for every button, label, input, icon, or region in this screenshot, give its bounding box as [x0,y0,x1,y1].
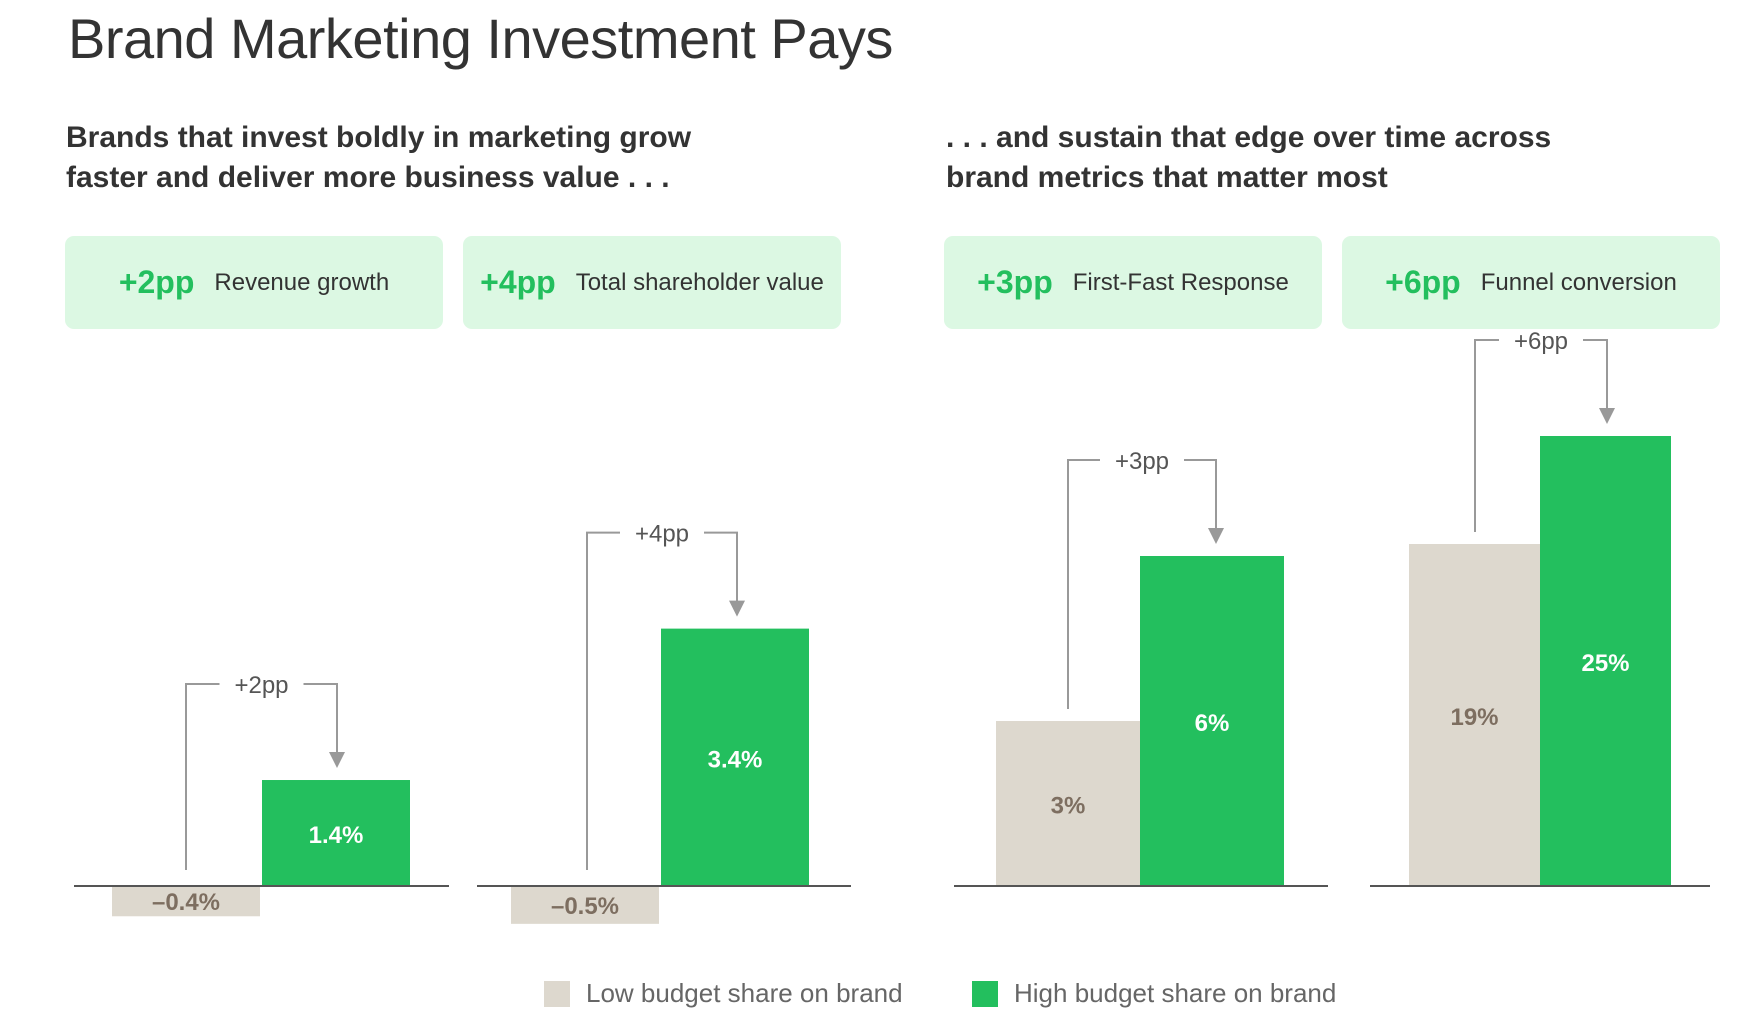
kpi-label: Total shareholder value [575,268,824,296]
bracket-arrow-icon [729,600,745,617]
legend-swatch-high [972,980,998,1007]
bar-low [511,886,659,924]
bracket-arrow-icon [1599,408,1615,424]
data-label-high: 1.4% [309,822,364,849]
bracket-annotation-label: +4pp [635,521,689,548]
legend-label-high: High budget share on brand [1014,978,1337,1008]
bar-low [1409,544,1540,886]
kpi-revenue-growth: +2pp Revenue growth [65,236,443,329]
page-title: Brand Marketing Investment Pays [68,7,893,70]
kpi-first-fast-response: +3pp First-Fast Response [944,236,1322,329]
right-subheading: . . . and sustain that edge over time ac… [946,118,1551,198]
right-subheading-line-2: brand metrics that matter most [946,161,1388,194]
bracket-line-left [1067,459,1100,709]
data-label-high: 3.4% [708,746,763,773]
kpi-label: Funnel conversion [1480,268,1677,296]
bracket-annotation-label: +6pp [1514,328,1568,355]
legend-item-high: High budget share on brand [972,978,1336,1009]
kpi-value: +3pp [977,264,1053,300]
data-label-low: –0.5% [551,893,619,920]
right-subheading-line-1: . . . and sustain that edge over time ac… [946,121,1552,154]
left-subheading: Brands that invest boldly in marketing g… [66,118,691,198]
bracket-arrow-icon [329,752,345,769]
kpi-value: +6pp [1385,264,1461,300]
bracket-line-left [586,531,620,870]
bracket-line-left [1474,339,1499,532]
bracket-line-right [1184,459,1217,530]
left-subheading-line-1: Brands that invest boldly in marketing g… [66,121,692,154]
legend-item-low: Low budget share on brand [544,978,903,1009]
left-subheading-line-2: faster and deliver more business value .… [66,161,670,194]
data-label-low: 19% [1450,704,1498,731]
bracket-line-right [704,531,738,603]
data-label-high: 25% [1581,650,1629,677]
bracket-annotation-label: +3pp [1115,448,1169,475]
bar-high [1140,556,1284,886]
bracket-line-right [303,683,338,755]
bar-high [262,780,410,886]
bar-high [1540,436,1671,886]
kpi-total-shareholder-value: +4pp Total shareholder value [463,236,841,329]
data-label-low: 3% [1051,793,1086,820]
kpi-value: +2pp [118,264,195,300]
bracket-line-right [1583,339,1608,410]
bracket-annotation-label: +2pp [234,672,288,699]
kpi-label: First-Fast Response [1072,268,1289,296]
bracket-arrow-icon [1208,528,1224,544]
bar-low [112,886,260,917]
legend-swatch-low [544,980,570,1007]
bar-low [996,721,1140,886]
legend-label-low: Low budget share on brand [586,978,903,1008]
kpi-label: Revenue growth [214,268,390,296]
bracket-line-left [185,683,220,870]
data-label-high: 6% [1195,710,1230,737]
kpi-funnel-conversion: +6pp Funnel conversion [1342,236,1720,329]
kpi-value: +4pp [480,264,556,300]
data-label-low: –0.4% [152,889,220,916]
bar-high [661,628,809,886]
